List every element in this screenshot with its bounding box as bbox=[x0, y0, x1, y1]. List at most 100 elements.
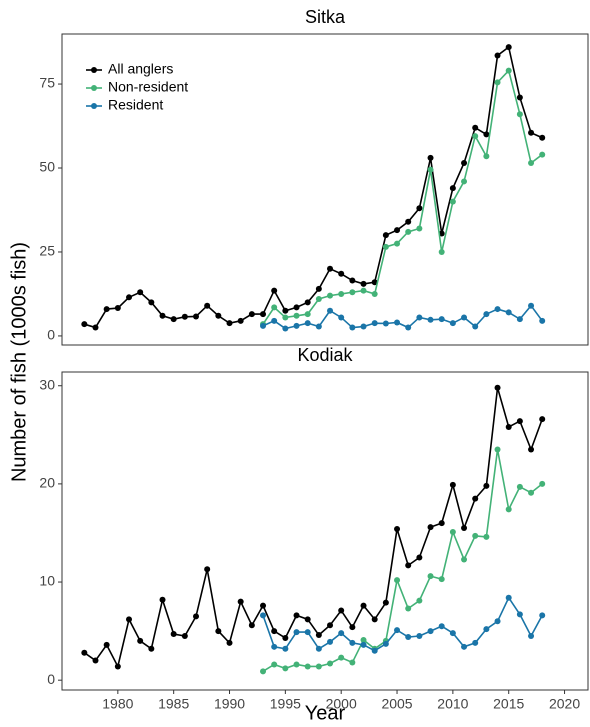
data-point bbox=[360, 636, 367, 643]
data-point bbox=[405, 634, 412, 640]
data-point bbox=[472, 532, 479, 539]
series-line bbox=[83, 387, 543, 669]
data-point bbox=[382, 640, 389, 647]
data-point bbox=[193, 613, 200, 620]
data-point bbox=[148, 645, 155, 652]
data-point bbox=[438, 316, 445, 323]
data-point bbox=[494, 52, 501, 59]
data-point bbox=[483, 482, 490, 489]
data-point bbox=[237, 317, 244, 324]
data-point bbox=[237, 598, 244, 605]
data-point bbox=[159, 312, 166, 319]
data-point bbox=[248, 622, 255, 629]
data-point bbox=[416, 314, 423, 321]
data-point bbox=[516, 111, 523, 118]
data-point bbox=[539, 416, 546, 423]
y-tick-label: 20 bbox=[39, 475, 55, 491]
data-point bbox=[282, 665, 289, 672]
data-point bbox=[472, 495, 479, 502]
data-point bbox=[293, 322, 300, 329]
data-point bbox=[461, 643, 468, 650]
data-point bbox=[271, 304, 278, 311]
series-line bbox=[262, 596, 543, 652]
data-point bbox=[304, 616, 311, 623]
data-point bbox=[293, 304, 300, 311]
data-point bbox=[483, 533, 490, 540]
data-point bbox=[282, 307, 289, 314]
data-point bbox=[92, 657, 99, 664]
data-point bbox=[483, 311, 490, 318]
data-point bbox=[438, 623, 445, 630]
data-point bbox=[371, 647, 378, 654]
data-point bbox=[505, 309, 512, 316]
data-point bbox=[416, 597, 423, 604]
data-point bbox=[394, 319, 401, 326]
data-point bbox=[349, 639, 356, 646]
data-point bbox=[293, 312, 300, 319]
data-point bbox=[528, 633, 535, 640]
data-point bbox=[92, 324, 99, 331]
data-point bbox=[226, 320, 233, 327]
data-point bbox=[260, 668, 267, 675]
series-line bbox=[262, 449, 543, 673]
data-point bbox=[382, 232, 389, 239]
data-point bbox=[416, 205, 423, 212]
legend-label: Resident bbox=[108, 97, 163, 113]
y-tick-label: 10 bbox=[39, 573, 55, 589]
data-point bbox=[103, 306, 110, 313]
data-point bbox=[539, 151, 546, 158]
data-point bbox=[360, 280, 367, 287]
data-point bbox=[394, 577, 401, 584]
data-point bbox=[338, 314, 345, 321]
data-point bbox=[394, 627, 401, 634]
data-point bbox=[315, 645, 322, 652]
data-point bbox=[494, 618, 501, 625]
data-point bbox=[472, 133, 479, 140]
x-tick-label: 1990 bbox=[214, 696, 245, 712]
data-point bbox=[505, 506, 512, 513]
data-point bbox=[304, 629, 311, 636]
data-point bbox=[170, 631, 177, 638]
legend-label: Non-resident bbox=[108, 79, 188, 95]
data-point bbox=[181, 313, 188, 320]
data-point bbox=[416, 225, 423, 232]
data-point bbox=[315, 663, 322, 670]
data-point bbox=[461, 178, 468, 185]
data-point bbox=[327, 622, 334, 629]
data-point bbox=[349, 659, 356, 666]
data-point bbox=[148, 299, 155, 306]
data-point bbox=[505, 67, 512, 74]
data-point bbox=[114, 663, 121, 670]
data-point bbox=[271, 628, 278, 635]
data-point bbox=[170, 316, 177, 323]
data-point bbox=[427, 316, 434, 323]
data-point bbox=[260, 311, 267, 318]
data-point bbox=[382, 243, 389, 250]
data-point bbox=[304, 299, 311, 306]
series-line bbox=[262, 69, 543, 325]
data-point bbox=[371, 616, 378, 623]
data-point bbox=[539, 317, 546, 324]
data-point bbox=[338, 654, 345, 661]
data-point bbox=[81, 649, 88, 656]
data-point bbox=[271, 287, 278, 294]
data-point bbox=[103, 641, 110, 648]
legend-marker bbox=[91, 103, 97, 109]
data-point bbox=[360, 287, 367, 294]
data-point bbox=[327, 660, 334, 667]
data-point bbox=[416, 633, 423, 640]
data-point bbox=[282, 634, 289, 641]
data-point bbox=[494, 446, 501, 453]
data-point bbox=[260, 602, 267, 609]
data-point bbox=[427, 524, 434, 531]
y-tick-label: 50 bbox=[39, 159, 55, 175]
x-tick-label: 2020 bbox=[549, 696, 580, 712]
data-point bbox=[260, 322, 267, 329]
data-point bbox=[248, 311, 255, 318]
data-point bbox=[338, 270, 345, 277]
data-point bbox=[271, 317, 278, 324]
y-tick-label: 30 bbox=[39, 376, 55, 392]
panel-title: Sitka bbox=[305, 7, 346, 27]
data-point bbox=[327, 638, 334, 645]
data-point bbox=[226, 639, 233, 646]
